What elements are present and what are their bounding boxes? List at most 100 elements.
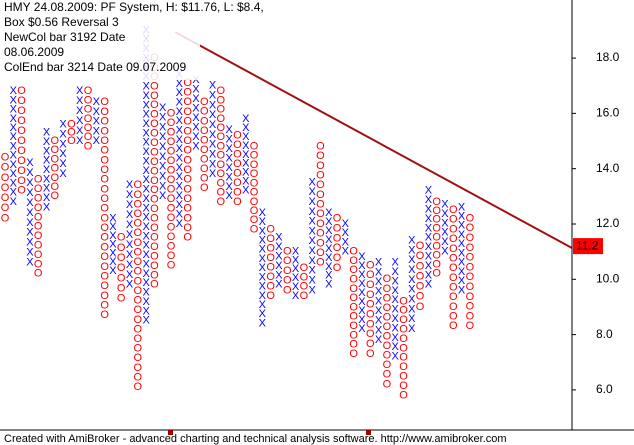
x-glyph: X bbox=[358, 314, 366, 326]
x-glyph: X bbox=[225, 124, 233, 136]
x-glyph: X bbox=[142, 184, 150, 196]
x-glyph: X bbox=[109, 221, 117, 233]
o-glyph: O bbox=[134, 295, 143, 307]
o-glyph: O bbox=[134, 266, 143, 278]
x-glyph: X bbox=[275, 251, 283, 263]
o-glyph: O bbox=[134, 285, 143, 297]
o-glyph: O bbox=[300, 262, 309, 274]
x-glyph: X bbox=[142, 165, 150, 177]
o-glyph: O bbox=[1, 212, 10, 224]
x-glyph: X bbox=[292, 272, 300, 284]
x-glyph: X bbox=[142, 287, 150, 299]
x-glyph: X bbox=[391, 285, 399, 297]
o-glyph: O bbox=[466, 242, 475, 254]
x-glyph: X bbox=[43, 173, 51, 185]
x-glyph: X bbox=[93, 135, 101, 147]
x-glyph: X bbox=[441, 199, 449, 211]
o-glyph: O bbox=[150, 241, 159, 253]
x-glyph: X bbox=[259, 317, 267, 329]
x-glyph: X bbox=[159, 151, 167, 163]
x-glyph: X bbox=[192, 84, 200, 96]
o-glyph: O bbox=[217, 131, 226, 143]
o-glyph: O bbox=[432, 241, 441, 253]
o-glyph: O bbox=[316, 199, 325, 211]
x-glyph: X bbox=[391, 275, 399, 287]
o-glyph: O bbox=[466, 271, 475, 283]
x-glyph: X bbox=[325, 270, 333, 282]
o-glyph: O bbox=[17, 165, 26, 177]
o-glyph: O bbox=[100, 125, 109, 137]
o-glyph: O bbox=[349, 273, 358, 285]
o-glyph: O bbox=[233, 196, 242, 208]
x-glyph: X bbox=[209, 99, 217, 111]
o-glyph: O bbox=[100, 309, 109, 321]
o-glyph: O bbox=[34, 202, 43, 214]
x-glyph: X bbox=[391, 313, 399, 325]
x-glyph: X bbox=[259, 216, 267, 228]
o-glyph: O bbox=[466, 232, 475, 244]
o-glyph: O bbox=[349, 264, 358, 276]
o-glyph: O bbox=[383, 302, 392, 314]
o-glyph: O bbox=[432, 232, 441, 244]
x-glyph: X bbox=[209, 129, 217, 141]
x-glyph: X bbox=[43, 145, 51, 157]
x-glyph: X bbox=[142, 258, 150, 270]
x-glyph: X bbox=[109, 256, 117, 268]
x-glyph: X bbox=[192, 103, 200, 115]
x-glyph: X bbox=[242, 140, 250, 152]
o-glyph: O bbox=[250, 150, 259, 162]
x-glyph: X bbox=[408, 293, 416, 305]
x-glyph: X bbox=[358, 323, 366, 335]
x-glyph: X bbox=[93, 106, 101, 118]
title-line: HMY 24.08.2009: PF System, H: $11.76, L:… bbox=[4, 0, 264, 14]
o-glyph: O bbox=[167, 183, 176, 195]
x-glyph: X bbox=[325, 261, 333, 273]
o-glyph: O bbox=[134, 208, 143, 220]
o-glyph: O bbox=[100, 145, 109, 157]
o-glyph: O bbox=[432, 268, 441, 280]
x-glyph: X bbox=[209, 139, 217, 151]
o-glyph: O bbox=[283, 246, 292, 258]
x-glyph: X bbox=[425, 279, 433, 291]
x-glyph: X bbox=[109, 239, 117, 251]
o-glyph: O bbox=[17, 185, 26, 197]
o-glyph: O bbox=[150, 269, 159, 281]
o-glyph: O bbox=[150, 213, 159, 225]
o-glyph: O bbox=[233, 167, 242, 179]
x-glyph: X bbox=[425, 241, 433, 253]
o-glyph: O bbox=[167, 231, 176, 243]
x-glyph: X bbox=[192, 140, 200, 152]
o-glyph: O bbox=[51, 181, 60, 193]
o-glyph: O bbox=[134, 371, 143, 383]
o-glyph: O bbox=[316, 208, 325, 220]
o-glyph: O bbox=[250, 159, 259, 171]
x-glyph: X bbox=[93, 96, 101, 108]
o-glyph: O bbox=[100, 193, 109, 205]
x-glyph: X bbox=[425, 213, 433, 225]
o-glyph: O bbox=[300, 281, 309, 293]
x-glyph: X bbox=[176, 78, 184, 90]
x-glyph: X bbox=[126, 269, 134, 281]
x-glyph: X bbox=[225, 133, 233, 145]
x-glyph: X bbox=[308, 274, 316, 286]
o-glyph: O bbox=[34, 268, 43, 280]
trendline bbox=[174, 31, 573, 249]
o-glyph: O bbox=[316, 237, 325, 249]
o-glyph: O bbox=[34, 221, 43, 233]
last-value-label: 11.2 bbox=[576, 238, 599, 252]
o-glyph: O bbox=[449, 233, 458, 245]
o-glyph: O bbox=[167, 136, 176, 148]
x-glyph: X bbox=[209, 89, 217, 101]
o-glyph: O bbox=[150, 80, 159, 92]
date-marker bbox=[366, 430, 371, 435]
o-glyph: O bbox=[183, 106, 192, 118]
